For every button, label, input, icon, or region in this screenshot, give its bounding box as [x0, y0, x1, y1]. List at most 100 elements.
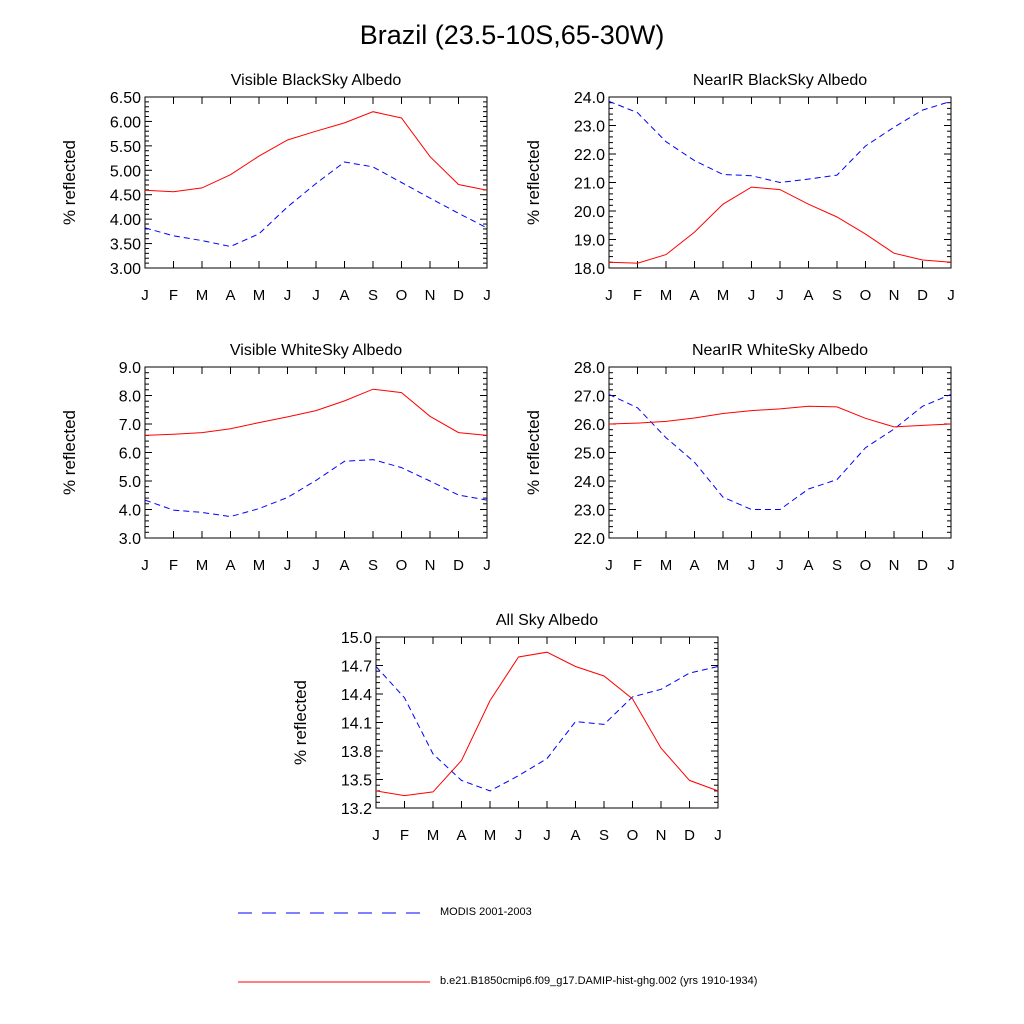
x-tick-label: M: [660, 287, 673, 304]
y-axis-label: % reflected: [524, 140, 543, 225]
y-tick-label: 19.0: [574, 233, 605, 250]
x-tick-label: A: [570, 827, 580, 844]
y-tick-label: 13.2: [341, 801, 372, 818]
y-tick-label: 24.0: [574, 474, 605, 491]
y-tick-label: 28.0: [574, 360, 605, 377]
legend-label-model: b.e21.B1850cmip6.f09_g17.DAMIP-hist-ghg.…: [440, 975, 758, 987]
x-tick-label: N: [889, 287, 900, 304]
y-tick-label: 4.50: [110, 188, 141, 205]
chart-title: Visible BlackSky Albedo: [231, 72, 402, 89]
x-tick-label: J: [141, 287, 149, 304]
series-line-modis: [144, 161, 488, 248]
x-tick-label: J: [141, 557, 149, 574]
x-tick-label: F: [400, 827, 409, 844]
y-tick-label: 15.0: [341, 630, 372, 647]
x-tick-label: M: [660, 557, 673, 574]
x-tick-label: O: [860, 287, 872, 304]
x-tick-label: D: [917, 287, 928, 304]
x-tick-label: J: [483, 557, 491, 574]
x-tick-label: J: [372, 827, 380, 844]
series-line-model: [144, 388, 488, 436]
x-tick-label: O: [627, 827, 639, 844]
x-tick-label: A: [689, 557, 699, 574]
x-tick-label: J: [714, 827, 722, 844]
y-tick-label: 7.0: [119, 417, 141, 434]
chart-title: All Sky Albedo: [496, 612, 598, 629]
y-tick-label: 13.8: [341, 744, 372, 761]
x-tick-label: S: [368, 557, 378, 574]
x-tick-label: J: [947, 287, 955, 304]
y-tick-label: 5.0: [119, 474, 141, 491]
legend-label-modis: MODIS 2001-2003: [440, 906, 532, 918]
series-line-modis: [144, 459, 488, 518]
x-tick-label: F: [633, 557, 642, 574]
y-tick-label: 8.0: [119, 389, 141, 406]
x-tick-label: M: [427, 827, 440, 844]
x-tick-label: N: [425, 557, 436, 574]
y-tick-label: 14.7: [341, 659, 372, 676]
y-tick-label: 13.5: [341, 773, 372, 790]
x-tick-label: J: [284, 557, 292, 574]
x-tick-label: J: [776, 557, 784, 574]
x-tick-label: M: [717, 557, 730, 574]
y-axis-label: % reflected: [524, 410, 543, 495]
x-tick-label: M: [253, 557, 266, 574]
y-tick-label: 20.0: [574, 204, 605, 221]
x-tick-label: A: [225, 287, 235, 304]
y-tick-label: 5.00: [110, 163, 141, 180]
x-tick-label: O: [396, 557, 408, 574]
x-tick-label: M: [484, 827, 497, 844]
y-tick-label: 18.0: [574, 261, 605, 278]
series-line-model: [608, 186, 952, 264]
y-tick-label: 14.1: [341, 716, 372, 733]
x-tick-label: N: [656, 827, 667, 844]
x-tick-label: D: [453, 287, 464, 304]
x-tick-label: M: [253, 287, 266, 304]
x-tick-label: J: [605, 557, 613, 574]
y-tick-label: 5.50: [110, 139, 141, 156]
x-tick-label: S: [599, 827, 609, 844]
series-line-model: [608, 405, 952, 428]
x-tick-label: J: [312, 557, 320, 574]
series-line-modis: [608, 100, 952, 184]
x-tick-label: O: [860, 557, 872, 574]
series-line-modis: [608, 393, 952, 510]
y-tick-label: 27.0: [574, 389, 605, 406]
x-tick-label: F: [169, 287, 178, 304]
x-tick-label: N: [425, 287, 436, 304]
x-tick-label: J: [748, 287, 756, 304]
plot-frame: [144, 96, 488, 269]
y-tick-label: 25.0: [574, 446, 605, 463]
y-tick-label: 22.0: [574, 147, 605, 164]
plot-frame: [375, 636, 719, 809]
y-tick-label: 4.0: [119, 503, 141, 520]
x-tick-label: O: [396, 287, 408, 304]
x-tick-label: M: [196, 287, 209, 304]
x-tick-label: J: [515, 827, 523, 844]
y-tick-label: 23.0: [574, 119, 605, 136]
x-tick-label: A: [689, 287, 699, 304]
y-tick-label: 3.50: [110, 237, 141, 254]
chart-title: Visible WhiteSky Albedo: [230, 342, 402, 359]
plot-frame: [608, 366, 952, 539]
y-tick-label: 21.0: [574, 176, 605, 193]
x-tick-label: N: [889, 557, 900, 574]
y-tick-label: 26.0: [574, 417, 605, 434]
y-tick-label: 24.0: [574, 90, 605, 107]
x-tick-label: A: [225, 557, 235, 574]
y-tick-label: 3.00: [110, 261, 141, 278]
y-tick-label: 22.0: [574, 531, 605, 548]
series-line-modis: [375, 666, 719, 792]
x-tick-label: J: [543, 827, 551, 844]
y-tick-label: 4.00: [110, 212, 141, 229]
x-tick-label: A: [339, 287, 349, 304]
series-line-model: [375, 651, 719, 797]
x-tick-label: J: [605, 287, 613, 304]
x-tick-label: A: [803, 287, 813, 304]
x-tick-label: J: [947, 557, 955, 574]
